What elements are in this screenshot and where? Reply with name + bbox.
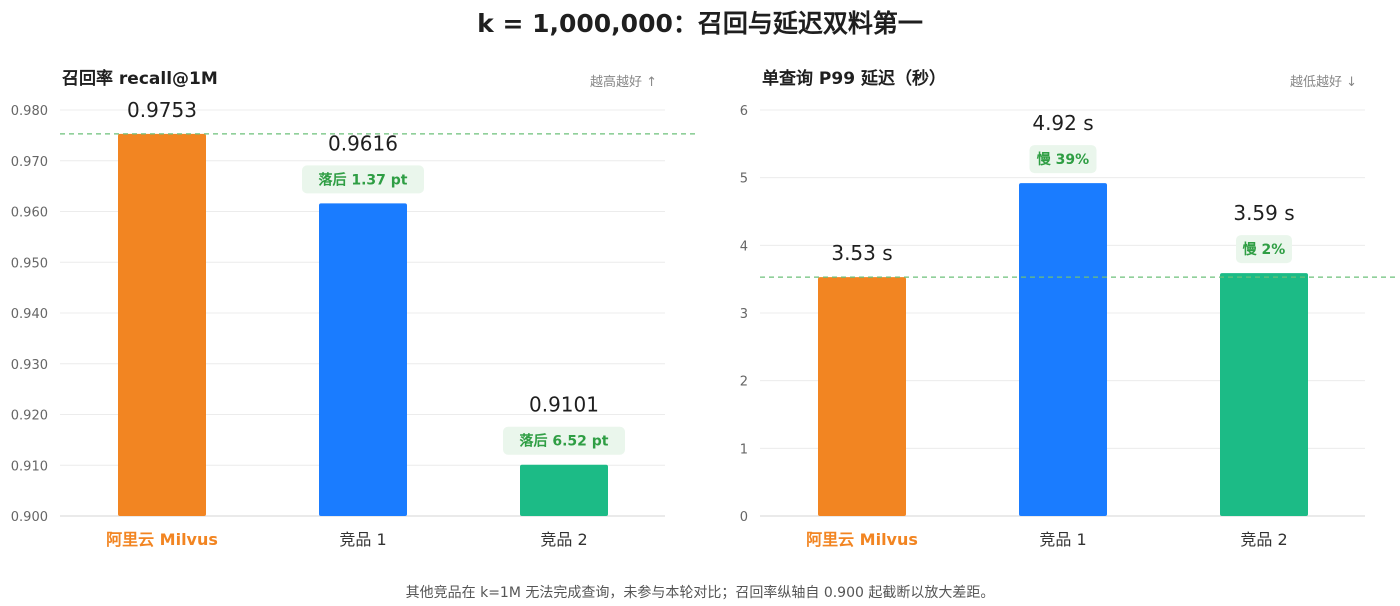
recall-y-tick-label: 0.960 <box>11 206 48 221</box>
latency-y-tick-label: 4 <box>740 239 748 254</box>
latency-bar-3 <box>1220 273 1308 516</box>
recall-hint: 越高越好 ↑ <box>590 74 657 90</box>
recall-y-tick-label: 0.920 <box>11 409 48 424</box>
recall-bar-1 <box>118 133 206 517</box>
recall-y-tick-label: 0.980 <box>11 104 48 119</box>
latency-value-label-3: 3.59 s <box>1233 201 1294 225</box>
recall-bar-2 <box>319 203 407 516</box>
latency-badge-2: 慢 39% <box>1037 151 1089 168</box>
latency-chart: 单查询 P99 延迟（秒） 越低越好 ↓ 0 1 2 3 4 5 6 3.53 s 4.92 s 慢 … <box>740 68 1396 549</box>
recall-value-label-1: 0.9753 <box>127 98 197 122</box>
latency-y-tick-label: 3 <box>740 307 748 322</box>
recall-y-tick-label: 0.930 <box>11 358 48 373</box>
latency-y-tick-label: 2 <box>740 375 748 390</box>
latency-bar-1 <box>818 277 906 516</box>
recall-y-tick-label: 0.950 <box>11 256 48 271</box>
recall-badge-2: 落后 1.37 pt <box>318 171 407 188</box>
latency-category-label-2: 竞品 1 <box>1039 530 1086 549</box>
latency-y-tick-label: 5 <box>740 172 748 187</box>
latency-y-tick-label: 1 <box>740 442 748 457</box>
recall-category-label-1: 阿里云 Milvus <box>106 530 218 549</box>
footnote: 其他竞品在 k=1M 无法完成查询，未参与本轮对比；召回率纵轴自 0.900 起… <box>405 585 995 601</box>
recall-chart: 召回率 recall@1M 越高越好 ↑ 0.900 0.910 0.920 0.930 0… <box>11 68 696 549</box>
latency-hint: 越低越好 ↓ <box>1290 75 1357 90</box>
latency-chart-title: 单查询 P99 延迟（秒） <box>762 68 946 89</box>
latency-badge-bg-2 <box>1029 145 1097 174</box>
latency-y-tick-label: 6 <box>740 104 748 119</box>
recall-badge-3: 落后 6.52 pt <box>519 433 608 450</box>
recall-y-tick-label: 0.970 <box>11 155 48 170</box>
recall-bar-3 <box>520 464 608 516</box>
page-title: k = 1,000,000：召回与延迟双料第一 <box>477 9 923 38</box>
recall-y-tick-label: 0.900 <box>11 510 48 525</box>
recall-badge-bg-2 <box>302 165 424 194</box>
latency-category-label-1: 阿里云 Milvus <box>806 530 918 549</box>
recall-category-label-2: 竞品 1 <box>339 530 386 549</box>
latency-category-label-3: 竞品 2 <box>1240 530 1287 549</box>
recall-y-tick-label: 0.910 <box>11 459 48 474</box>
recall-badge-bg-3 <box>503 426 625 455</box>
recall-category-label-3: 竞品 2 <box>540 530 587 549</box>
recall-y-tick-label: 0.940 <box>11 307 48 322</box>
recall-value-label-2: 0.9616 <box>328 131 398 155</box>
latency-badge-3: 慢 2% <box>1243 241 1286 258</box>
latency-badge-bg-3 <box>1236 235 1292 264</box>
latency-value-label-1: 3.53 s <box>831 241 892 265</box>
latency-bar-2 <box>1019 183 1107 516</box>
latency-value-label-2: 4.92 s <box>1032 111 1093 135</box>
latency-y-tick-label: 0 <box>740 510 748 525</box>
recall-chart-title: 召回率 recall@1M <box>62 68 218 89</box>
recall-value-label-3: 0.9101 <box>529 393 599 417</box>
